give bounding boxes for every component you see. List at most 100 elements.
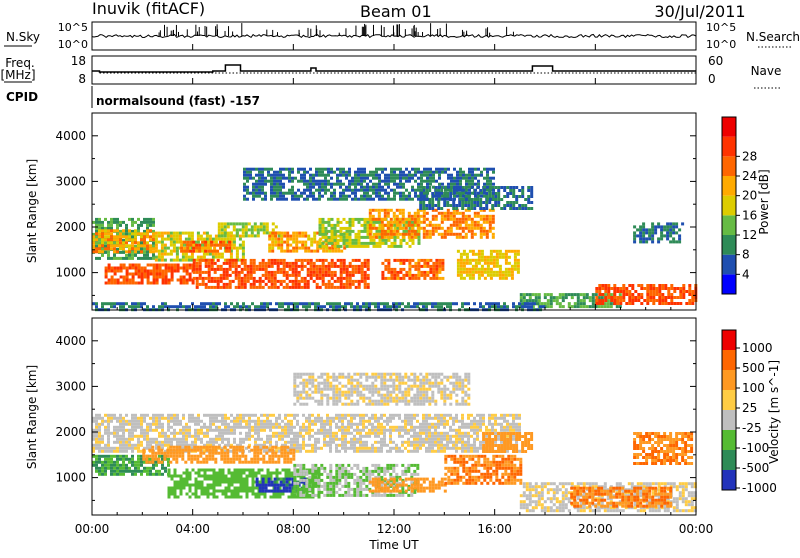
heatmap-cell bbox=[472, 268, 475, 271]
heatmap-cell bbox=[307, 238, 310, 241]
heatmap-cell bbox=[393, 168, 396, 171]
heatmap-cell bbox=[324, 192, 327, 195]
heatmap-cell bbox=[394, 236, 397, 239]
heatmap-cell bbox=[276, 174, 279, 177]
heatmap-cell bbox=[417, 262, 420, 265]
heatmap-cell bbox=[128, 429, 131, 432]
heatmap-cell bbox=[428, 189, 431, 192]
heatmap-cell bbox=[494, 201, 497, 204]
heatmap-cell bbox=[105, 282, 108, 285]
heatmap-cell bbox=[461, 302, 464, 305]
heatmap-cell bbox=[213, 244, 216, 247]
heatmap-cell bbox=[268, 271, 271, 274]
heatmap-cell bbox=[180, 247, 183, 250]
heatmap-cell bbox=[176, 235, 179, 238]
heatmap-cell bbox=[408, 268, 411, 271]
heatmap-cell bbox=[140, 302, 143, 305]
heatmap-cell bbox=[337, 218, 340, 221]
heatmap-cell bbox=[152, 429, 155, 432]
heatmap-cell bbox=[383, 302, 386, 305]
heatmap-cell bbox=[344, 432, 347, 435]
heatmap-cell bbox=[390, 218, 393, 221]
heatmap-cell bbox=[375, 227, 378, 230]
heatmap-cell bbox=[227, 417, 230, 420]
heatmap-cell bbox=[384, 180, 387, 183]
heatmap-cell bbox=[331, 224, 334, 227]
heatmap-cell bbox=[138, 264, 141, 267]
heatmap-cell bbox=[441, 265, 444, 268]
heatmap-cell bbox=[301, 262, 304, 265]
heatmap-cell bbox=[414, 274, 417, 277]
heatmap-cell bbox=[410, 305, 413, 308]
heatmap-cell bbox=[322, 236, 325, 239]
heatmap-cell bbox=[95, 218, 98, 221]
heatmap-cell bbox=[477, 174, 480, 177]
heatmap-cell bbox=[158, 241, 161, 244]
heatmap-cell bbox=[342, 189, 345, 192]
heatmap-cell bbox=[110, 305, 113, 308]
heatmap-cell bbox=[107, 432, 110, 435]
heatmap-cell bbox=[170, 432, 173, 435]
heatmap-cell bbox=[246, 168, 249, 171]
heatmap-cell bbox=[202, 271, 205, 274]
heatmap-cell bbox=[140, 432, 143, 435]
heatmap-cell bbox=[316, 259, 319, 262]
heatmap-cell bbox=[314, 438, 317, 441]
heatmap-cell bbox=[320, 305, 323, 308]
heatmap-cell bbox=[465, 195, 468, 198]
heatmap-cell bbox=[297, 198, 300, 201]
heatmap-cell bbox=[221, 232, 224, 235]
heatmap-cell bbox=[352, 218, 355, 221]
heatmap-cell bbox=[366, 189, 369, 192]
heatmap-cell bbox=[257, 423, 260, 426]
heatmap-cell bbox=[438, 183, 441, 186]
heatmap-cell bbox=[134, 414, 137, 417]
heatmap-cell bbox=[565, 293, 568, 296]
heatmap-cell bbox=[158, 256, 161, 259]
heatmap-cell bbox=[443, 204, 446, 207]
heatmap-cell bbox=[356, 305, 359, 308]
heatmap-cell bbox=[128, 447, 131, 450]
y-tick-label: 1000 bbox=[55, 266, 86, 280]
heatmap-cell bbox=[447, 233, 450, 236]
heatmap-cell bbox=[318, 189, 321, 192]
heatmap-cell bbox=[384, 265, 387, 268]
heatmap-cell bbox=[321, 180, 324, 183]
heatmap-cell bbox=[508, 268, 511, 271]
heatmap-cell bbox=[601, 287, 604, 290]
heatmap-cell bbox=[292, 286, 295, 289]
heatmap-cell bbox=[376, 242, 379, 245]
heatmap-cell bbox=[459, 174, 462, 177]
heatmap-cell bbox=[488, 201, 491, 204]
heatmap-cell bbox=[369, 236, 372, 239]
heatmap-cell bbox=[401, 302, 404, 305]
heatmap-cell bbox=[417, 212, 420, 215]
heatmap-cell bbox=[328, 268, 331, 271]
heatmap-cell bbox=[179, 302, 182, 305]
heatmap-cell bbox=[378, 212, 381, 215]
heatmap-cell bbox=[316, 268, 319, 271]
heatmap-cell bbox=[437, 417, 440, 420]
heatmap-cell bbox=[322, 224, 325, 227]
heatmap-cell bbox=[592, 296, 595, 299]
heatmap-cell bbox=[296, 450, 299, 453]
heatmap-cell bbox=[105, 273, 108, 276]
heatmap-cell bbox=[377, 420, 380, 423]
heatmap-cell bbox=[272, 228, 275, 231]
heatmap-cell bbox=[211, 259, 214, 262]
heatmap-cell bbox=[399, 221, 402, 224]
heatmap-cell bbox=[349, 286, 352, 289]
heatmap-cell bbox=[319, 230, 322, 233]
heatmap-cell bbox=[440, 189, 443, 192]
heatmap-cell bbox=[322, 221, 325, 224]
heatmap-cell bbox=[447, 209, 450, 212]
heatmap-cell bbox=[340, 227, 343, 230]
heatmap-cell bbox=[193, 265, 196, 268]
heatmap-cell bbox=[179, 232, 182, 235]
heatmap-cell bbox=[426, 180, 429, 183]
heatmap-cell bbox=[301, 235, 304, 238]
heatmap-cell bbox=[408, 277, 411, 280]
heatmap-cell bbox=[396, 259, 399, 262]
heatmap-cell bbox=[299, 432, 302, 435]
heatmap-cell bbox=[497, 198, 500, 201]
